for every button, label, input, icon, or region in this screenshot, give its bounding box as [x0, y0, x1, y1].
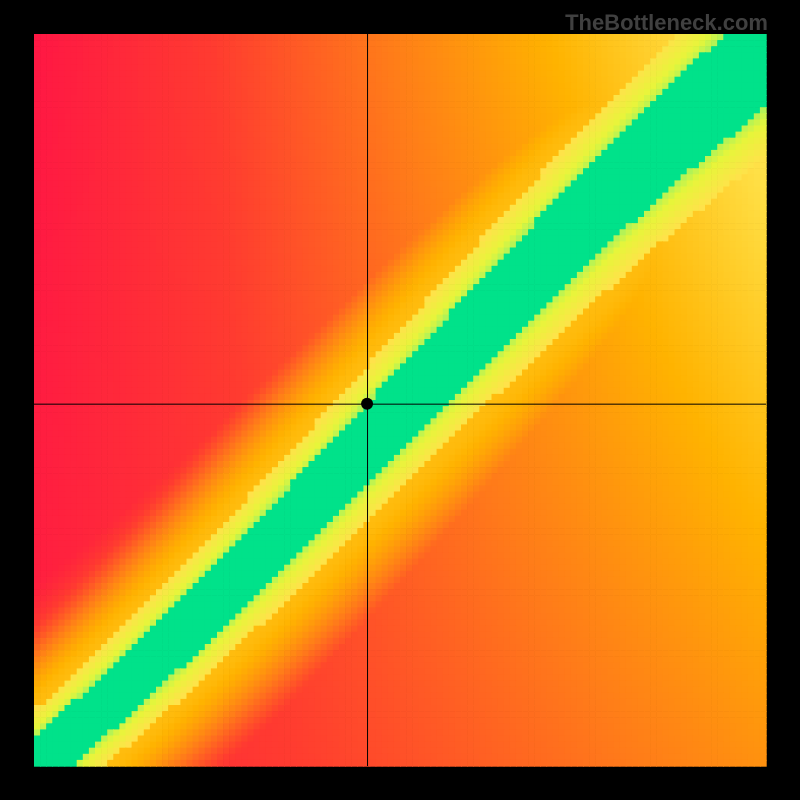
bottleneck-heatmap: [0, 0, 800, 800]
watermark-text: TheBottleneck.com: [565, 10, 768, 36]
chart-container: TheBottleneck.com: [0, 0, 800, 800]
